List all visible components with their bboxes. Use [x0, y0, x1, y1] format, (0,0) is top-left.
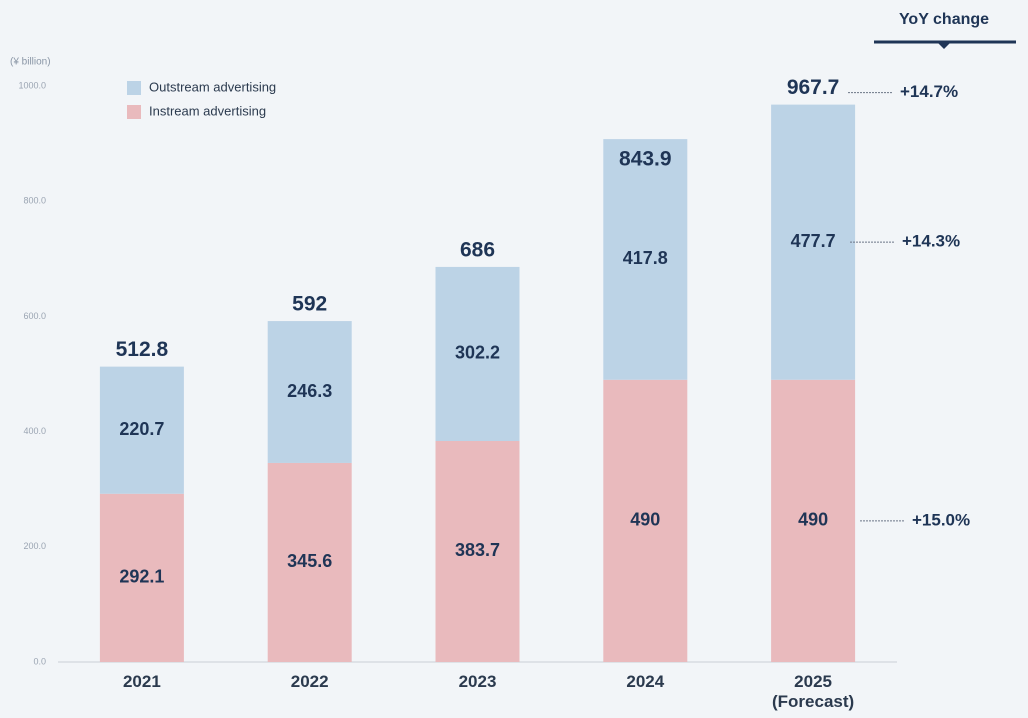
segment-label: 246.3 [287, 381, 332, 401]
bar-segment [603, 379, 688, 662]
segment-label: 477.7 [791, 231, 836, 251]
bar-segment [267, 321, 352, 463]
yoy-value: +14.3% [902, 232, 960, 251]
total-label: 843.9 [619, 147, 672, 170]
y-tick-label: 400.0 [23, 426, 46, 436]
y-tick-label: 600.0 [23, 311, 46, 321]
segment-label: 292.1 [119, 567, 164, 587]
unit-label: (¥ billion) [10, 57, 51, 68]
segment-label: 383.7 [455, 540, 500, 560]
legend-label: Outstream advertising [149, 79, 276, 94]
legend-swatch [127, 105, 141, 119]
total-label: 686 [460, 238, 495, 261]
yoy-value: +15.0% [912, 510, 970, 529]
segment-label: 417.8 [623, 248, 668, 268]
y-tick-label: 0.0 [33, 656, 46, 666]
yoy-title: YoY change [899, 11, 989, 28]
x-tick-label: 2023 [458, 672, 497, 691]
x-tick-label: 2025 (Forecast) [772, 672, 855, 711]
bar-segment [99, 366, 184, 494]
segment-label: 490 [798, 510, 828, 530]
bar-segment [99, 493, 184, 662]
bar-segment [771, 104, 856, 380]
bar-segment [267, 462, 352, 662]
total-label: 592 [292, 293, 327, 316]
bar-segment [435, 266, 520, 441]
y-tick-label: 200.0 [23, 541, 46, 551]
bar-segment [603, 139, 688, 380]
y-tick-label: 1000.0 [18, 80, 46, 90]
y-tick-label: 800.0 [23, 196, 46, 206]
segment-label: 302.2 [455, 343, 500, 363]
bar-segment [435, 440, 520, 662]
yoy-value: +14.7% [900, 82, 958, 101]
segment-label: 220.7 [119, 419, 164, 439]
total-label: 967.7 [787, 76, 840, 99]
x-tick-label: 2021 [122, 672, 161, 691]
x-tick-label: 2024 [626, 672, 665, 691]
legend-swatch [127, 81, 141, 95]
yoy-pointer [938, 43, 950, 49]
segment-label: 490 [630, 510, 660, 530]
x-tick-label: 2022 [290, 672, 329, 691]
segment-label: 345.6 [287, 551, 332, 571]
total-label: 512.8 [116, 338, 169, 361]
legend-label: Instream advertising [149, 103, 266, 118]
bar-segment [771, 379, 856, 662]
